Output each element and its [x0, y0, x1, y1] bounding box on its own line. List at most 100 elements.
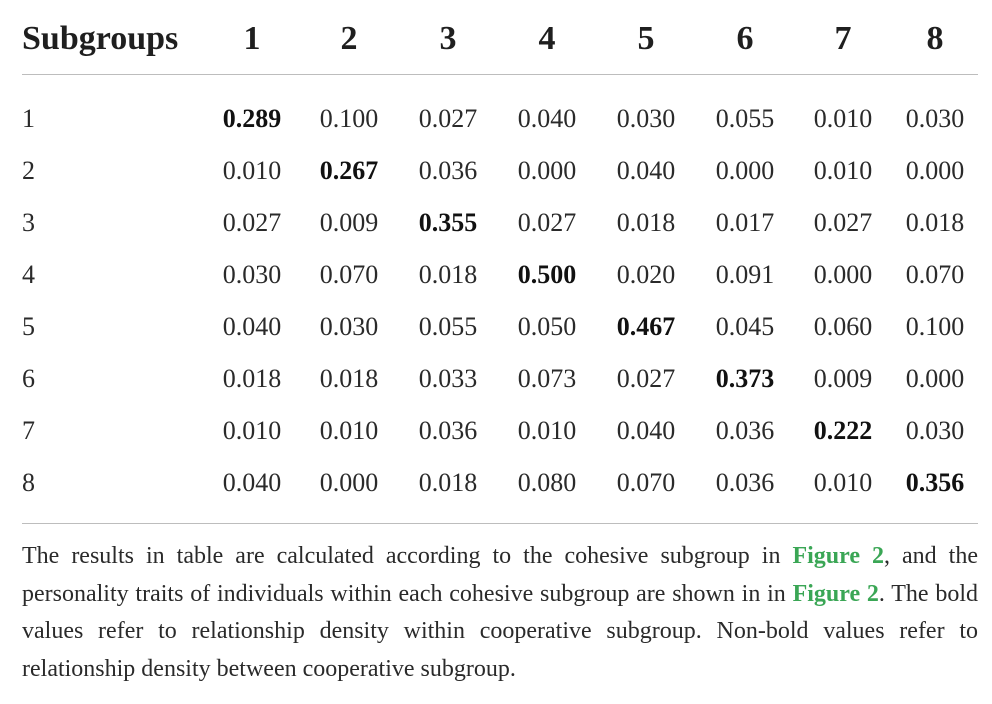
density-cell: 0.010 — [813, 104, 873, 133]
density-cell-within: 0.500 — [517, 260, 577, 289]
figure-2-link-second[interactable]: Figure 2 — [792, 580, 879, 607]
row-label: 1 — [22, 104, 35, 133]
table-spacer-row — [22, 75, 978, 94]
density-cell: 0.000 — [905, 156, 965, 185]
row-label: 3 — [22, 208, 35, 237]
row-label: 7 — [22, 416, 35, 445]
table-row: 3 0.027 0.009 0.355 0.027 0.018 0.017 0.027 0.01… — [22, 197, 978, 249]
density-cell: 0.040 — [616, 156, 676, 185]
header-col-7: 7 — [794, 0, 892, 75]
density-cell: 0.036 — [715, 468, 775, 497]
density-cell-within: 0.267 — [319, 156, 379, 185]
density-table-container: Subgroups 1 2 3 4 5 6 7 8 1 0.289 0.100 0.0… — [22, 0, 978, 509]
density-cell: 0.045 — [715, 312, 775, 341]
density-cell: 0.030 — [222, 260, 282, 289]
density-table: Subgroups 1 2 3 4 5 6 7 8 1 0.289 0.100 0.0… — [22, 0, 978, 509]
header-col-6: 6 — [696, 0, 794, 75]
row-label: 6 — [22, 364, 35, 393]
header-col-8: 8 — [892, 0, 978, 75]
density-cell: 0.018 — [616, 208, 676, 237]
density-cell: 0.027 — [813, 208, 873, 237]
density-cell: 0.055 — [418, 312, 478, 341]
table-bottom-rule — [22, 523, 978, 524]
density-cell: 0.010 — [222, 156, 282, 185]
density-cell: 0.040 — [616, 416, 676, 445]
footnote-text-2: , and the personality traits of individu… — [22, 543, 978, 607]
density-cell: 0.018 — [418, 468, 478, 497]
density-cell: 0.010 — [222, 416, 282, 445]
density-cell: 0.010 — [813, 156, 873, 185]
density-cell: 0.030 — [616, 104, 676, 133]
density-cell: 0.000 — [517, 156, 577, 185]
density-cell-within: 0.467 — [616, 312, 676, 341]
density-cell: 0.040 — [222, 312, 282, 341]
figure-2-link[interactable]: Figure 2 — [792, 543, 885, 569]
density-cell: 0.030 — [319, 312, 379, 341]
row-label: 2 — [22, 156, 35, 185]
density-cell: 0.080 — [517, 468, 577, 497]
density-cell: 0.000 — [905, 364, 965, 393]
density-cell: 0.018 — [905, 208, 965, 237]
density-cell: 0.070 — [319, 260, 379, 289]
footnote-text-3: . The bold values refer to relationship … — [22, 580, 978, 682]
table-row: 8 0.040 0.000 0.018 0.080 0.070 0.036 0.010 0.35… — [22, 457, 978, 509]
density-cell: 0.100 — [319, 104, 379, 133]
density-cell: 0.027 — [616, 364, 676, 393]
header-col-2: 2 — [300, 0, 398, 75]
density-cell: 0.036 — [418, 156, 478, 185]
density-cell: 0.027 — [418, 104, 478, 133]
density-cell: 0.010 — [319, 416, 379, 445]
density-cell: 0.091 — [715, 260, 775, 289]
density-cell: 0.055 — [715, 104, 775, 133]
table-footnote: The results in table are calculated acco… — [22, 538, 978, 688]
density-cell-within: 0.355 — [418, 208, 478, 237]
density-cell-within: 0.289 — [222, 104, 282, 133]
density-cell: 0.070 — [905, 260, 965, 289]
row-label: 5 — [22, 312, 35, 341]
table-row: 5 0.040 0.030 0.055 0.050 0.467 0.045 0.060 0.10… — [22, 301, 978, 353]
density-cell: 0.030 — [905, 104, 965, 133]
footnote-text-1: The results in table are calculated acco… — [22, 543, 793, 569]
density-cell: 0.027 — [517, 208, 577, 237]
table-row: 2 0.010 0.267 0.036 0.000 0.040 0.000 0.010 0.00… — [22, 145, 978, 197]
density-cell: 0.010 — [813, 468, 873, 497]
density-cell: 0.036 — [418, 416, 478, 445]
header-subgroups: Subgroups — [22, 0, 204, 75]
density-cell: 0.040 — [222, 468, 282, 497]
table-row: 4 0.030 0.070 0.018 0.500 0.020 0.091 0.000 0.07… — [22, 249, 978, 301]
header-col-4: 4 — [498, 0, 596, 75]
density-cell: 0.100 — [905, 312, 965, 341]
header-col-1: 1 — [204, 0, 300, 75]
density-cell: 0.073 — [517, 364, 577, 393]
density-cell: 0.018 — [418, 260, 478, 289]
density-cell: 0.030 — [905, 416, 965, 445]
header-col-5: 5 — [596, 0, 696, 75]
table-row: 7 0.010 0.010 0.036 0.010 0.040 0.036 0.222 0.03… — [22, 405, 978, 457]
density-cell: 0.040 — [517, 104, 577, 133]
density-cell-within: 0.356 — [905, 468, 965, 497]
table-header-row: Subgroups 1 2 3 4 5 6 7 8 — [22, 0, 978, 75]
density-cell: 0.018 — [222, 364, 282, 393]
table-body: 1 0.289 0.100 0.027 0.040 0.030 0.055 0.010 0.03… — [22, 75, 978, 510]
density-cell: 0.036 — [715, 416, 775, 445]
density-cell: 0.020 — [616, 260, 676, 289]
table-row: 6 0.018 0.018 0.033 0.073 0.027 0.373 0.009 0.00… — [22, 353, 978, 405]
density-cell-within: 0.373 — [715, 364, 775, 393]
density-cell: 0.000 — [319, 468, 379, 497]
header-col-3: 3 — [398, 0, 498, 75]
density-cell: 0.010 — [517, 416, 577, 445]
density-cell: 0.027 — [222, 208, 282, 237]
density-cell: 0.033 — [418, 364, 478, 393]
density-cell-within: 0.222 — [813, 416, 873, 445]
density-cell: 0.018 — [319, 364, 379, 393]
density-cell: 0.070 — [616, 468, 676, 497]
density-cell: 0.000 — [813, 260, 873, 289]
density-cell: 0.050 — [517, 312, 577, 341]
row-label: 8 — [22, 468, 35, 497]
table-row: 1 0.289 0.100 0.027 0.040 0.030 0.055 0.010 0.03… — [22, 93, 978, 145]
density-cell: 0.060 — [813, 312, 873, 341]
density-cell: 0.000 — [715, 156, 775, 185]
density-cell: 0.017 — [715, 208, 775, 237]
density-cell: 0.009 — [813, 364, 873, 393]
row-label: 4 — [22, 260, 35, 289]
